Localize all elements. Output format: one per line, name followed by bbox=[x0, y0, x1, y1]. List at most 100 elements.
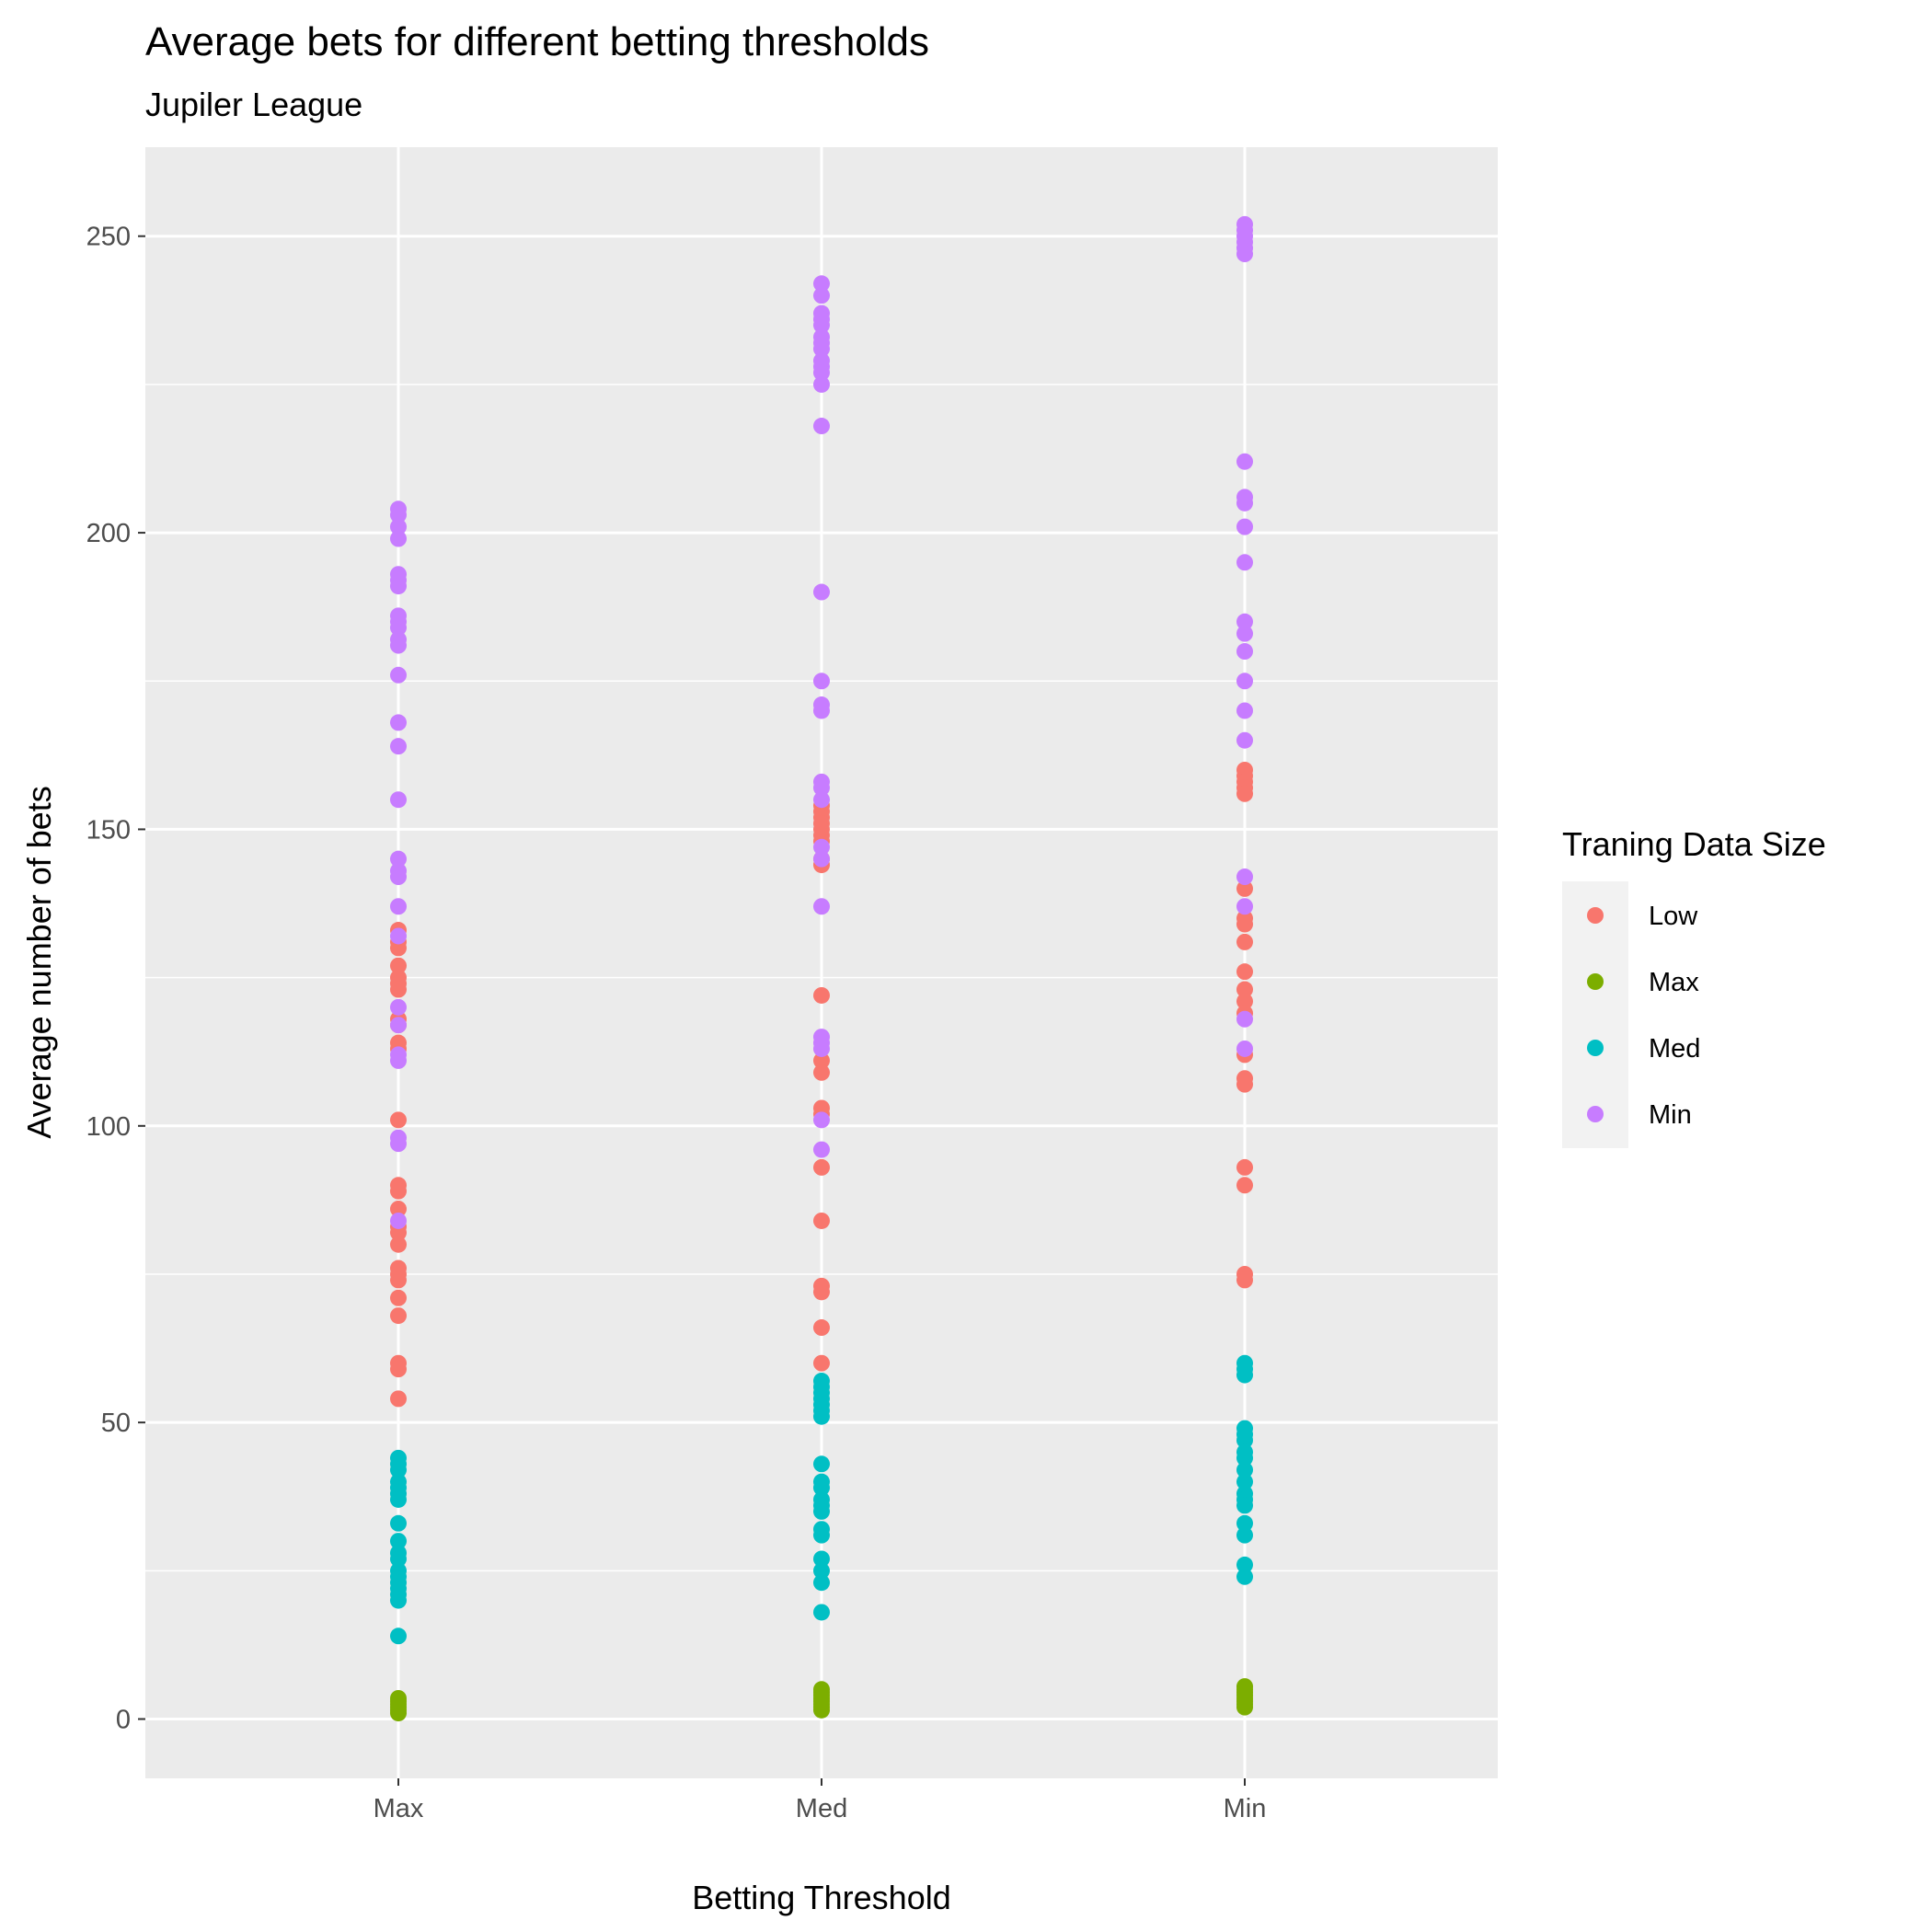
data-point-min bbox=[390, 738, 407, 755]
data-point-min bbox=[813, 898, 830, 915]
data-point-low bbox=[390, 1236, 407, 1253]
data-point-low bbox=[390, 1224, 407, 1241]
data-point-low bbox=[390, 1390, 407, 1408]
data-point-med bbox=[813, 1574, 830, 1592]
data-point-med bbox=[1236, 1449, 1253, 1466]
legend-title: Traning Data Size bbox=[1562, 825, 1826, 863]
data-point-low bbox=[390, 1361, 407, 1378]
data-point-low bbox=[390, 1307, 407, 1325]
y-tick-label: 0 bbox=[116, 1706, 131, 1735]
data-point-max bbox=[1236, 1698, 1253, 1716]
legend-key-background bbox=[1562, 881, 1628, 1148]
legend-label-min: Min bbox=[1649, 1100, 1692, 1130]
data-point-min bbox=[813, 316, 830, 334]
data-point-low bbox=[813, 1319, 830, 1337]
data-point-med bbox=[813, 1550, 830, 1568]
data-point-min bbox=[813, 1141, 830, 1158]
data-point-low bbox=[390, 1182, 407, 1200]
y-tick-label: 250 bbox=[86, 223, 131, 252]
data-point-min bbox=[390, 1212, 407, 1229]
data-point-med bbox=[1236, 1432, 1253, 1449]
data-point-low bbox=[813, 1283, 830, 1301]
data-point-low bbox=[1236, 981, 1253, 998]
legend-key-med bbox=[1587, 1040, 1604, 1056]
data-point-min bbox=[390, 666, 407, 684]
data-point-low bbox=[1236, 785, 1253, 802]
data-point-min bbox=[390, 791, 407, 809]
data-point-min bbox=[390, 898, 407, 915]
x-axis-title: Betting Threshold bbox=[692, 1879, 951, 1916]
legend: Traning Data Size Low Max Med Min bbox=[1562, 825, 1826, 1148]
data-point-min bbox=[1236, 246, 1253, 263]
data-point-low bbox=[390, 1201, 407, 1218]
legend-items: Low Max Med Min bbox=[1587, 902, 1700, 1130]
data-point-low bbox=[1236, 1271, 1253, 1289]
y-tick-label: 100 bbox=[86, 1112, 131, 1142]
data-point-min bbox=[813, 791, 830, 809]
legend-label-med: Med bbox=[1649, 1034, 1700, 1064]
x-axis: Max Med Min bbox=[374, 1778, 1267, 1823]
data-point-med bbox=[813, 1479, 830, 1497]
data-point-min bbox=[813, 702, 830, 719]
data-point-min bbox=[390, 518, 407, 535]
data-point-med bbox=[390, 1550, 407, 1568]
data-point-min bbox=[1236, 1040, 1253, 1057]
data-point-max bbox=[813, 1701, 830, 1719]
data-point-min bbox=[390, 637, 407, 654]
data-point-min bbox=[1236, 673, 1253, 690]
data-point-min bbox=[813, 838, 830, 856]
data-point-low bbox=[1236, 1177, 1253, 1194]
data-point-med bbox=[390, 1514, 407, 1532]
data-point-min bbox=[813, 583, 830, 601]
chart-title: Average bets for different betting thres… bbox=[145, 19, 929, 64]
data-point-med bbox=[1236, 1473, 1253, 1490]
data-point-low bbox=[813, 1158, 830, 1176]
data-point-med bbox=[390, 1627, 407, 1645]
data-point-low bbox=[390, 981, 407, 998]
data-point-min bbox=[390, 714, 407, 731]
data-point-med bbox=[390, 1592, 407, 1609]
data-point-min bbox=[813, 673, 830, 690]
data-point-min bbox=[1236, 625, 1253, 642]
data-point-min bbox=[390, 1017, 407, 1034]
y-tick-label: 200 bbox=[86, 519, 131, 548]
data-point-min bbox=[813, 363, 830, 381]
data-point-min bbox=[390, 530, 407, 547]
legend-key-max bbox=[1587, 973, 1604, 990]
data-point-med bbox=[813, 1526, 830, 1544]
legend-label-max: Max bbox=[1649, 968, 1699, 997]
data-point-low bbox=[390, 939, 407, 957]
data-point-min bbox=[1236, 898, 1253, 915]
data-point-min bbox=[813, 850, 830, 868]
data-point-med bbox=[1236, 1461, 1253, 1478]
data-point-med bbox=[1236, 1526, 1253, 1544]
data-point-low bbox=[390, 1111, 407, 1129]
data-point-low bbox=[813, 1354, 830, 1372]
data-point-med bbox=[1236, 1556, 1253, 1573]
data-point-low bbox=[1236, 915, 1253, 933]
y-tick-label: 50 bbox=[101, 1409, 131, 1438]
data-point-min bbox=[813, 287, 830, 305]
y-axis-title: Average number of bets bbox=[20, 786, 58, 1139]
data-point-min bbox=[1236, 702, 1253, 719]
data-point-low bbox=[813, 1064, 830, 1081]
data-point-min bbox=[390, 1052, 407, 1069]
data-point-low bbox=[1236, 1158, 1253, 1176]
data-point-low bbox=[390, 1289, 407, 1306]
y-axis: 0 50 100 150 200 250 bbox=[86, 223, 145, 1735]
data-point-min bbox=[390, 998, 407, 1016]
data-point-min bbox=[1236, 731, 1253, 749]
data-point-min bbox=[1236, 453, 1253, 470]
data-point-med bbox=[1236, 1497, 1253, 1514]
data-point-min bbox=[390, 868, 407, 886]
data-point-low bbox=[390, 1271, 407, 1289]
x-tick-label: Min bbox=[1224, 1794, 1267, 1823]
data-point-med bbox=[390, 1533, 407, 1550]
data-point-min bbox=[813, 275, 830, 293]
x-tick-label: Med bbox=[796, 1794, 847, 1823]
data-point-med bbox=[1236, 1514, 1253, 1532]
data-point-min bbox=[390, 1135, 407, 1153]
data-point-min bbox=[813, 779, 830, 797]
data-point-med bbox=[813, 1562, 830, 1580]
data-point-min bbox=[813, 340, 830, 358]
